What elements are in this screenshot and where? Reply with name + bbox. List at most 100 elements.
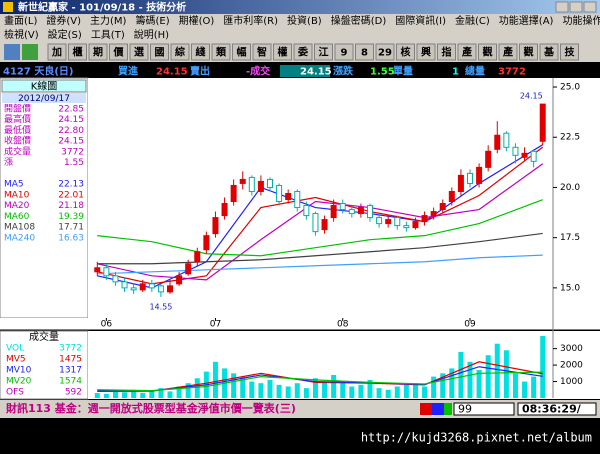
tool-button-label[interactable]: 櫃 xyxy=(73,46,83,59)
tool-button-label[interactable]: 產 xyxy=(502,46,513,59)
tool-button[interactable] xyxy=(498,43,518,61)
candle-body xyxy=(421,215,428,223)
tool-button-label[interactable]: 智 xyxy=(257,46,267,59)
candle-body xyxy=(185,263,192,275)
tool-button[interactable] xyxy=(252,43,272,61)
tool-button[interactable] xyxy=(150,43,169,61)
tool-button-label[interactable]: 權 xyxy=(278,46,288,59)
clock-box xyxy=(517,402,597,416)
tool-button[interactable] xyxy=(273,43,292,61)
tool-button[interactable] xyxy=(232,43,251,61)
row-value: 3772 xyxy=(61,147,84,157)
tool-button-label[interactable]: 8 xyxy=(361,48,368,59)
menu-item[interactable]: 金融(C) xyxy=(455,14,490,27)
tool-button[interactable] xyxy=(416,43,436,61)
menu-item[interactable]: 操盤密碼(D) xyxy=(331,14,387,27)
maximize-button[interactable] xyxy=(569,1,583,13)
tool-icon[interactable] xyxy=(4,44,20,60)
tool-button[interactable] xyxy=(47,43,67,61)
candle-body xyxy=(330,205,337,219)
volume-bar xyxy=(167,391,173,398)
tool-button-label[interactable]: 觀 xyxy=(524,46,534,59)
tool-button[interactable] xyxy=(109,43,128,61)
tool-button[interactable] xyxy=(478,43,497,61)
volume-bar xyxy=(412,383,418,398)
x-tick-label: 07 xyxy=(210,320,221,330)
tool-button[interactable] xyxy=(519,43,538,61)
tool-button-label[interactable]: 價 xyxy=(113,46,125,59)
y-tick-label: 3000 xyxy=(560,344,583,354)
close-button[interactable] xyxy=(583,1,597,13)
minimize-button[interactable] xyxy=(555,1,569,13)
volume-legend-value: 1317 xyxy=(59,366,82,376)
menu-item[interactable]: 投資(B) xyxy=(287,14,322,27)
tool-button-label[interactable]: 綫 xyxy=(196,46,206,59)
menu-item[interactable]: 功能操作(F) xyxy=(562,14,600,27)
tool-button[interactable] xyxy=(539,43,559,61)
tool-button[interactable] xyxy=(375,43,395,61)
tool-button[interactable] xyxy=(560,43,579,61)
tool-button[interactable] xyxy=(88,43,108,61)
tool-icon[interactable] xyxy=(22,44,38,60)
candle-body xyxy=(239,178,246,184)
ma-value: 21.18 xyxy=(58,201,84,211)
tool-button-label[interactable]: 委 xyxy=(297,46,309,59)
volume-legend-value: 3772 xyxy=(59,344,82,354)
tool-button-label[interactable]: 加 xyxy=(51,46,62,59)
menu-item[interactable]: 說明(H) xyxy=(134,28,169,41)
clock: 08:36:29/ xyxy=(522,403,582,416)
tool-button-label[interactable]: 國 xyxy=(155,47,165,59)
tool-button-label[interactable]: 指 xyxy=(442,46,452,59)
tool-button[interactable] xyxy=(334,43,354,61)
tool-button[interactable] xyxy=(293,43,313,61)
menu-item[interactable]: 籌碼(E) xyxy=(135,14,169,27)
tool-button[interactable] xyxy=(457,43,477,61)
volume-legend-panel xyxy=(0,330,89,400)
candle-body xyxy=(248,176,255,192)
tool-button[interactable] xyxy=(355,43,374,61)
tool-button[interactable] xyxy=(68,43,87,61)
tool-button[interactable] xyxy=(170,43,190,61)
menu-item[interactable]: 期權(O) xyxy=(179,14,215,27)
candle-body xyxy=(385,219,392,225)
high-annotation: 24.15 xyxy=(520,92,543,101)
tool-button-label[interactable]: 幅 xyxy=(237,46,247,59)
menu-item[interactable]: 匯市利率(R) xyxy=(223,14,278,27)
menu-item[interactable]: 檢視(V) xyxy=(4,28,39,41)
tool-button-label[interactable]: 選 xyxy=(134,46,144,59)
tool-button-label[interactable]: 綜 xyxy=(175,46,185,59)
candle-body xyxy=(230,184,237,203)
x-tick-label: 06 xyxy=(101,320,113,330)
menu-item[interactable]: 國際資訊(I) xyxy=(395,14,446,27)
tool-button[interactable] xyxy=(437,43,456,61)
tool-button[interactable] xyxy=(129,43,149,61)
row-value: 24.15 xyxy=(58,137,84,147)
tool-button-label[interactable]: 類 xyxy=(215,46,227,59)
volume-bar xyxy=(331,374,337,398)
volume-bar xyxy=(140,393,146,398)
tool-button[interactable] xyxy=(191,43,210,61)
quote-change-label: 漲跌 xyxy=(333,65,354,78)
menu-item[interactable]: 證券(V) xyxy=(46,14,81,27)
tool-button-label[interactable]: 基 xyxy=(543,46,555,59)
menu-item[interactable]: 畫面(L) xyxy=(4,14,37,27)
tool-button-label[interactable]: 核 xyxy=(401,46,411,59)
tool-button-label[interactable]: 29 xyxy=(378,48,392,59)
tool-button[interactable] xyxy=(314,43,333,61)
tool-button-label[interactable]: 技 xyxy=(565,46,576,59)
menu-item[interactable]: 工具(T) xyxy=(91,29,125,41)
tool-button-label[interactable]: 產 xyxy=(461,46,472,59)
news-ticker[interactable]: 財訊113 基金：週一開放式股票型基金淨值市價一覽表(三) xyxy=(5,401,296,415)
tool-button-label[interactable]: 期 xyxy=(93,46,103,59)
tool-button-label[interactable]: 江 xyxy=(319,46,329,59)
menu-item[interactable]: 功能選擇(A) xyxy=(499,14,554,27)
tool-button-label[interactable]: 觀 xyxy=(483,46,493,59)
menu-item[interactable]: 設定(S) xyxy=(48,28,82,41)
candle-body xyxy=(157,285,164,293)
menu-item[interactable]: 主力(M) xyxy=(90,14,127,27)
tool-button[interactable] xyxy=(396,43,415,61)
candle-body xyxy=(303,205,310,217)
tool-button-label[interactable]: 興 xyxy=(421,46,431,59)
tool-button-label[interactable]: 9 xyxy=(341,48,348,59)
tool-button[interactable] xyxy=(211,43,231,61)
